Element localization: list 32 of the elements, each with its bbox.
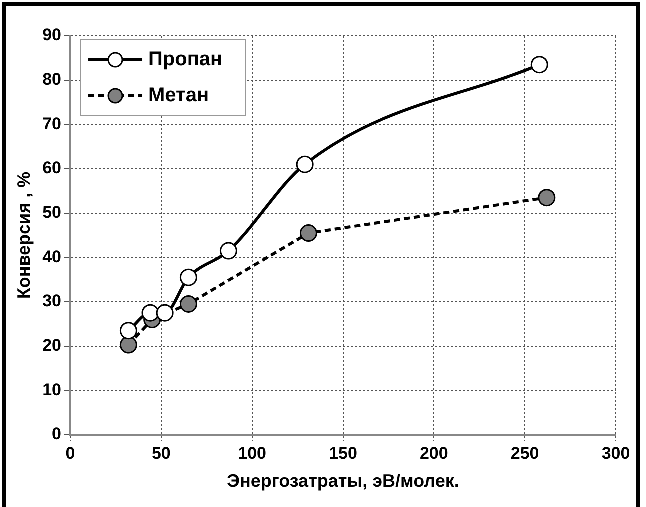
x-tick-label: 100 [238, 444, 267, 463]
point [538, 189, 556, 207]
x-tick-label: 200 [420, 444, 448, 463]
point [142, 304, 160, 322]
y-tick-label: 90 [42, 26, 62, 45]
x-tick-label: 50 [152, 444, 171, 463]
x-tick-label: 250 [510, 444, 540, 463]
y-tick-label: 20 [42, 336, 62, 356]
y-tick-label: 0 [52, 424, 62, 444]
y-tick-label: 10 [42, 380, 62, 400]
legend-label: Пропан [148, 48, 223, 71]
x-tick-label: 300 [602, 444, 630, 463]
x-tick-label: 0 [66, 444, 76, 463]
point [180, 295, 198, 313]
x-axis-title: Энергозатраты, эВ/молек. [227, 471, 460, 492]
point [120, 336, 138, 354]
y-tick-label: 60 [42, 158, 62, 178]
point [120, 322, 138, 340]
point [156, 304, 174, 322]
point [530, 56, 548, 74]
legend-label: Метан [148, 84, 210, 107]
y-tick-label: 50 [42, 203, 62, 222]
x-tick-label: 150 [329, 444, 358, 463]
point [180, 268, 198, 286]
y-axis-title: Конверсия , % [14, 172, 34, 300]
y-tick-label: 70 [42, 114, 62, 134]
y-tick-label: 80 [42, 70, 62, 90]
point [300, 224, 318, 242]
point [296, 156, 314, 174]
y-tick-label: 40 [42, 247, 62, 266]
y-tick-label: 30 [42, 292, 62, 311]
point [220, 242, 238, 260]
